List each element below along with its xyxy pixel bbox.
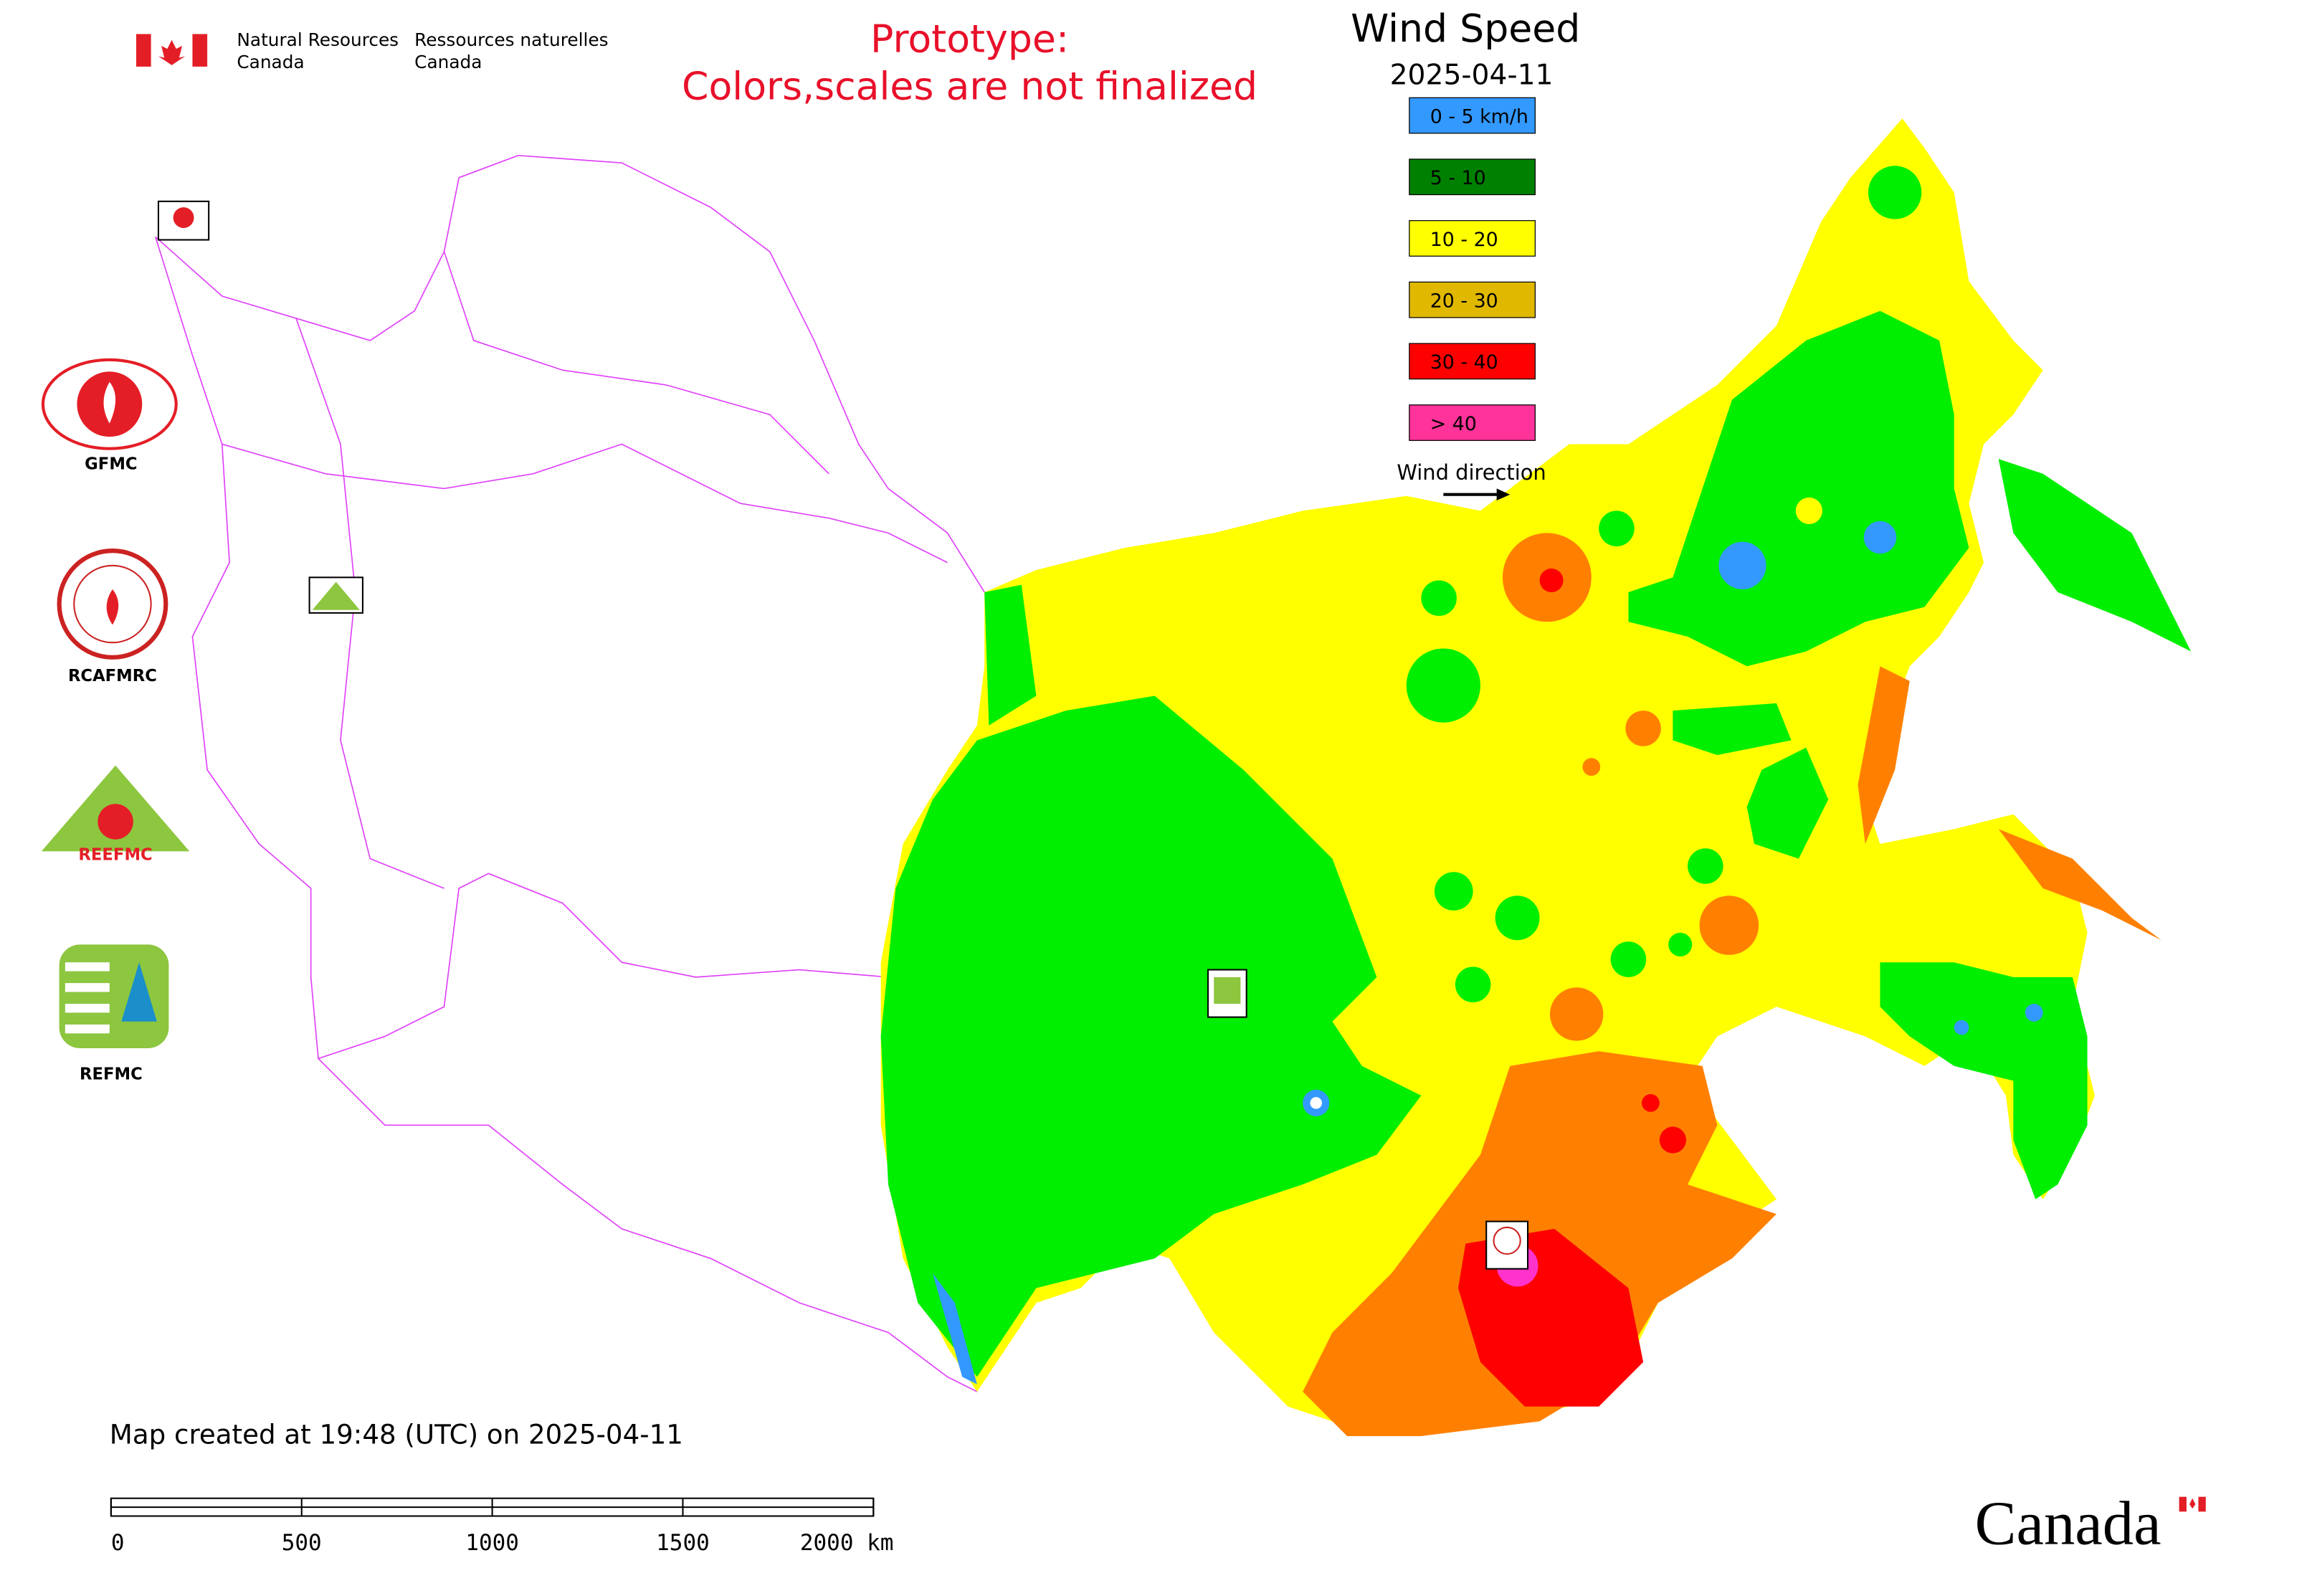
legend-swatch xyxy=(1409,281,1536,318)
center-label: RCAFMRC xyxy=(68,667,157,685)
legend-label: 20 - 30 xyxy=(1430,290,1498,312)
legend-swatch xyxy=(1409,97,1536,134)
scale-label: 0 xyxy=(111,1530,125,1556)
wind-direction-label: Wind direction xyxy=(1397,460,1546,485)
scale-label: 1500 xyxy=(656,1530,710,1556)
reefmc-logo xyxy=(41,765,190,852)
legend: 0 - 5 km/h 5 - 10 10 - 20 20 - 30 30 - 40 > 4… xyxy=(1409,97,1536,441)
agency-en: Natural Resources xyxy=(237,29,399,50)
agency-en: Canada xyxy=(237,52,304,72)
notice: Prototype: xyxy=(870,16,1069,61)
scale-label: 2000 km xyxy=(800,1530,894,1556)
notice: Colors,scales are not finalized xyxy=(682,63,1257,108)
legend-label: 0 - 5 km/h xyxy=(1430,105,1528,128)
legend-swatch xyxy=(1409,404,1536,441)
wind-direction-arrow xyxy=(1443,488,1511,500)
agency-fr: Ressources naturelles xyxy=(414,29,608,50)
canada-flag xyxy=(135,34,208,67)
refmc-logo xyxy=(59,944,169,1048)
legend-label: 10 - 20 xyxy=(1430,229,1498,251)
canada-wordmark xyxy=(2179,1496,2206,1512)
scale-bar: 0 500 1000 1500 2000 km xyxy=(110,1497,894,1556)
wind-field xyxy=(880,118,2192,1436)
country-borders xyxy=(155,154,985,1392)
center-label: REFMC xyxy=(80,1065,143,1083)
scale-label: 500 xyxy=(282,1530,322,1556)
center-label: GFMC xyxy=(85,455,137,474)
scale-label: 1000 xyxy=(465,1530,519,1556)
gfmc-logo xyxy=(41,358,178,450)
legend-label: > 40 xyxy=(1430,413,1477,435)
legend-title: Wind Speed xyxy=(1351,6,1580,51)
legend-swatch xyxy=(1409,158,1536,196)
agency-fr: Canada xyxy=(414,52,482,72)
legend-label: 30 - 40 xyxy=(1430,351,1498,374)
rcafmrc-logo xyxy=(57,548,168,660)
map-markers xyxy=(157,200,1529,1270)
legend-date: 2025-04-11 xyxy=(1390,60,1554,92)
created-note: Map created at 19:48 (UTC) on 2025-04-11 xyxy=(110,1419,683,1450)
wordmark: Canada xyxy=(1975,1489,2161,1558)
legend-swatch xyxy=(1409,343,1536,380)
legend-label: 5 - 10 xyxy=(1430,167,1486,189)
logo-text: REEFMC xyxy=(78,846,152,865)
legend-swatch xyxy=(1409,220,1536,257)
